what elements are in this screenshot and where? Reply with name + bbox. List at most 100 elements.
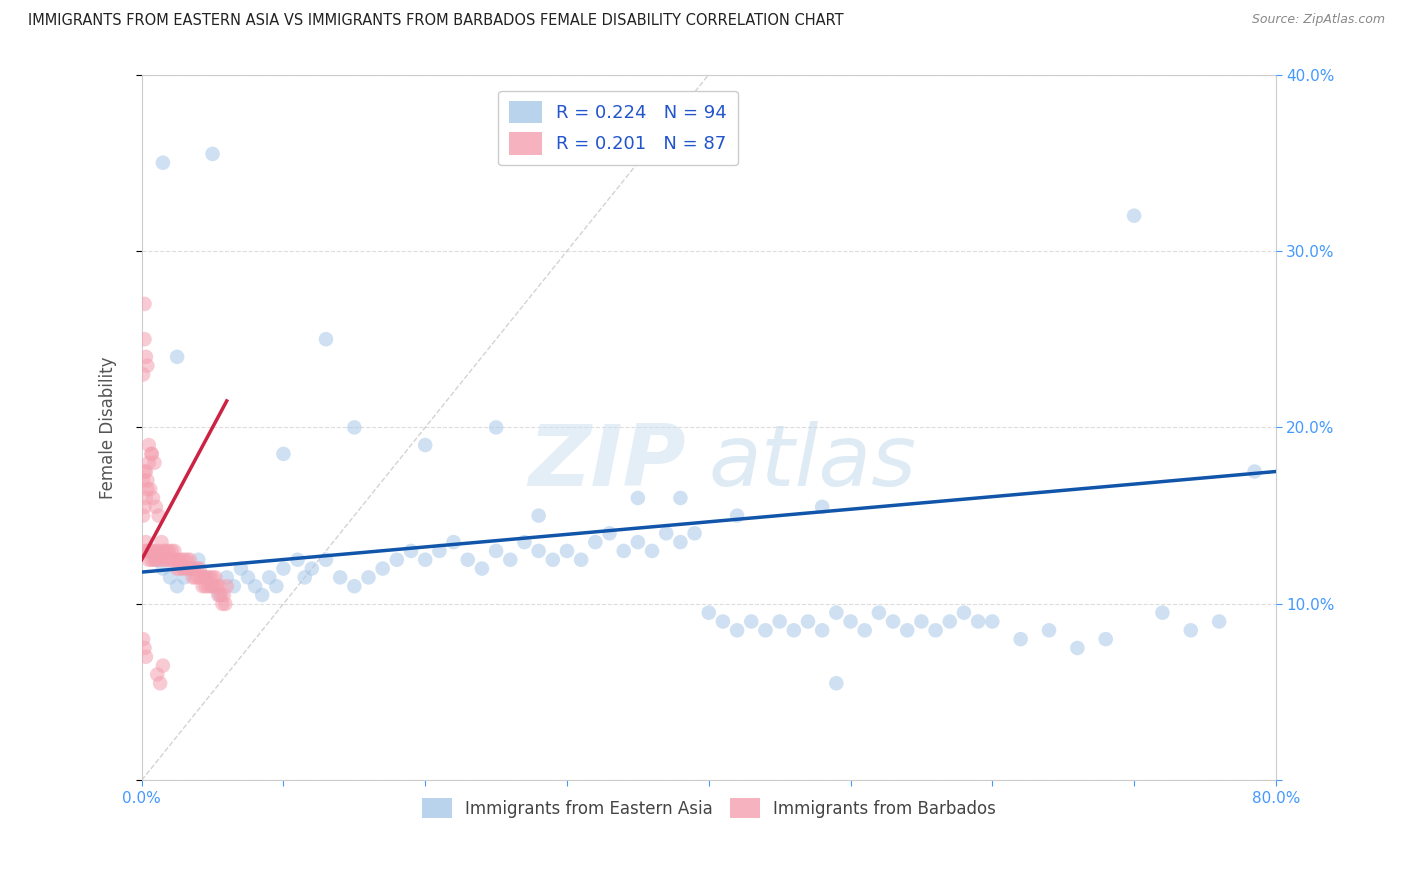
Point [627, 491, 650, 505]
Point [329, 570, 352, 584]
Point [194, 570, 217, 584]
Point [740, 615, 762, 629]
Point [184, 570, 207, 584]
Point [145, 544, 167, 558]
Point [167, 553, 190, 567]
Point [429, 544, 451, 558]
Point [315, 332, 337, 346]
Point [166, 350, 188, 364]
Point [187, 553, 209, 567]
Legend: Immigrants from Eastern Asia, Immigrants from Barbados: Immigrants from Eastern Asia, Immigrants… [415, 791, 1002, 825]
Point [697, 606, 720, 620]
Point [301, 561, 323, 575]
Text: IMMIGRANTS FROM EASTERN ASIA VS IMMIGRANTS FROM BARBADOS FEMALE DISABILITY CORRE: IMMIGRANTS FROM EASTERN ASIA VS IMMIGRAN… [28, 13, 844, 29]
Point [222, 579, 245, 593]
Point [152, 155, 174, 169]
Point [166, 561, 188, 575]
Point [208, 579, 231, 593]
Point [139, 544, 162, 558]
Point [183, 561, 205, 575]
Point [135, 535, 157, 549]
Point [157, 544, 180, 558]
Point [141, 553, 163, 567]
Point [201, 570, 224, 584]
Point [138, 544, 160, 558]
Point [413, 553, 436, 567]
Point [613, 544, 636, 558]
Point [173, 553, 195, 567]
Point [174, 561, 197, 575]
Point [136, 482, 159, 496]
Point [135, 350, 157, 364]
Point [294, 570, 316, 584]
Point [136, 474, 159, 488]
Point [186, 561, 208, 575]
Point [138, 553, 160, 567]
Point [243, 579, 266, 593]
Point [315, 553, 337, 567]
Point [136, 544, 159, 558]
Point [287, 553, 309, 567]
Point [145, 553, 167, 567]
Point [1066, 640, 1088, 655]
Point [825, 676, 848, 690]
Text: Source: ZipAtlas.com: Source: ZipAtlas.com [1251, 13, 1385, 27]
Point [188, 561, 211, 575]
Point [711, 615, 734, 629]
Point [259, 570, 281, 584]
Text: atlas: atlas [709, 421, 917, 504]
Point [204, 570, 226, 584]
Point [165, 553, 187, 567]
Point [141, 447, 163, 461]
Point [153, 553, 176, 567]
Point [146, 667, 169, 681]
Point [527, 544, 550, 558]
Point [181, 570, 204, 584]
Point [177, 561, 200, 575]
Point [146, 553, 169, 567]
Point [166, 579, 188, 593]
Point [1123, 209, 1146, 223]
Point [924, 624, 946, 638]
Point [1038, 624, 1060, 638]
Point [641, 544, 664, 558]
Point [149, 676, 172, 690]
Point [134, 465, 156, 479]
Point [160, 544, 183, 558]
Point [413, 438, 436, 452]
Point [853, 624, 876, 638]
Point [173, 570, 195, 584]
Point [169, 561, 191, 575]
Point [150, 535, 173, 549]
Point [569, 553, 592, 567]
Point [273, 447, 295, 461]
Point [179, 553, 201, 567]
Point [145, 500, 167, 514]
Point [655, 526, 678, 541]
Point [156, 553, 179, 567]
Point [811, 624, 834, 638]
Point [135, 491, 157, 505]
Point [1208, 615, 1230, 629]
Point [207, 588, 229, 602]
Point [541, 553, 564, 567]
Point [513, 535, 536, 549]
Point [205, 579, 228, 593]
Point [132, 474, 155, 488]
Point [195, 570, 218, 584]
Point [190, 570, 212, 584]
Point [132, 368, 155, 382]
Point [148, 508, 170, 523]
Point [141, 447, 163, 461]
Point [134, 297, 156, 311]
Point [471, 561, 494, 575]
Point [209, 588, 232, 602]
Point [142, 544, 165, 558]
Point [201, 147, 224, 161]
Point [555, 544, 578, 558]
Point [683, 526, 706, 541]
Point [669, 491, 692, 505]
Point [825, 606, 848, 620]
Point [725, 508, 748, 523]
Point [159, 553, 181, 567]
